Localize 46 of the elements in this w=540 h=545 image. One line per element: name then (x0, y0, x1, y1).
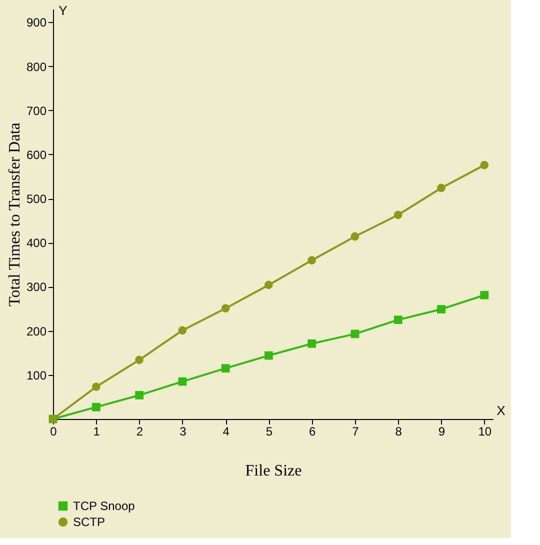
x-axis-title: File Size (245, 462, 302, 480)
y-tick-label: 900 (26, 16, 47, 30)
x-tick-label: 5 (266, 424, 273, 438)
x-tick-label: 1 (93, 424, 100, 438)
point (92, 402, 100, 412)
legend-label: TCP Snoop (73, 499, 136, 513)
x-tick-label: 7 (352, 424, 360, 438)
point (480, 290, 489, 300)
x-tick-label: 4 (222, 424, 230, 438)
point (394, 210, 402, 220)
point (264, 280, 273, 290)
y-tick-label: 200 (26, 324, 47, 338)
x-tick-label: 3 (180, 424, 187, 438)
point (221, 304, 230, 313)
point (308, 256, 316, 264)
x-tick-label: 8 (395, 424, 402, 438)
point (135, 391, 144, 400)
y-tick-label: 600 (26, 148, 47, 162)
annotation: Y (58, 3, 68, 18)
legend-label: SCTP (73, 515, 106, 529)
x-tick-label: 10 (478, 424, 492, 438)
text: X (496, 403, 506, 418)
x-tick-label: 2 (136, 424, 144, 438)
x-tick-label: 6 (308, 424, 316, 438)
y-tick-label: 300 (26, 280, 47, 294)
x-tick-label: 9 (438, 424, 446, 438)
point (308, 339, 316, 348)
y-axis-title: Total Times to Transfer Data (6, 122, 24, 306)
point (178, 326, 187, 335)
y-tick-label: 400 (26, 236, 47, 250)
y-tick-label: 700 (26, 104, 47, 118)
point (350, 232, 360, 241)
y-tick-label: 500 (26, 192, 47, 206)
point (264, 351, 273, 360)
point (480, 160, 489, 170)
point (437, 184, 446, 192)
point (178, 377, 187, 386)
point (394, 316, 402, 324)
point (135, 356, 144, 364)
point (437, 305, 446, 314)
point (350, 330, 360, 338)
x-tick-label: 0 (50, 424, 58, 438)
point (92, 382, 100, 391)
y-tick-label: 100 (26, 368, 47, 382)
y-tick-label: 800 (26, 60, 47, 74)
point (221, 364, 230, 372)
